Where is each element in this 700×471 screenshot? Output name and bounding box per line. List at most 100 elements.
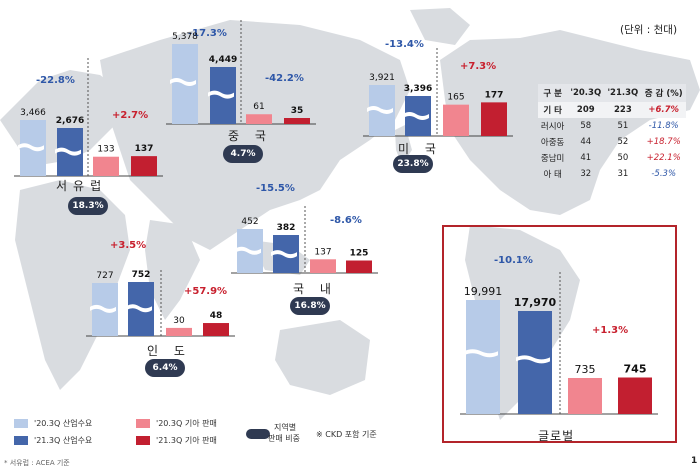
bar-kia	[93, 156, 119, 176]
bar-kia	[203, 323, 229, 336]
europe-kia-change: +2.7%	[112, 110, 149, 121]
legend-label-kia-2021: '21.3Q 기아 판매	[156, 436, 217, 445]
table-cell-change: +18.7%	[646, 137, 681, 147]
legend-share-marker	[246, 429, 270, 439]
data-label: 125	[350, 249, 369, 259]
table-cell-2021: 51	[617, 121, 629, 131]
table-cell-change: +22.1%	[646, 153, 681, 163]
data-label: 452	[241, 217, 258, 227]
data-label: 133	[97, 145, 114, 155]
page-number: 1	[691, 456, 698, 466]
legend-share-line1: 지역별	[274, 423, 297, 432]
table-cell-2021: 50	[617, 153, 629, 163]
data-label: 35	[291, 106, 304, 116]
india-share-badge: 6.4%	[145, 359, 185, 377]
data-label: 61	[253, 102, 264, 112]
us-demand-change: -13.4%	[385, 39, 424, 50]
table-cell-change: -5.3%	[651, 169, 677, 179]
data-label: 4,449	[209, 55, 237, 65]
bar-demand	[466, 300, 500, 414]
axis-break-mark	[90, 304, 116, 313]
bar-kia	[246, 114, 272, 124]
global-kia-change: +1.3%	[592, 325, 629, 336]
table-cell-2020: 209	[567, 102, 605, 118]
table-cell-2020: 32	[580, 169, 592, 179]
europe-demand-change: -22.8%	[36, 75, 75, 86]
table-header-category: 구 분	[538, 84, 568, 102]
table-row: 아 태 32 31 -5.3%	[538, 166, 686, 182]
table-row: 러시아 58 51 -11.8%	[538, 118, 686, 134]
data-label: 137	[314, 247, 331, 257]
axis-break-mark	[208, 90, 234, 99]
bar-kia	[568, 377, 602, 414]
data-label: 177	[485, 90, 504, 100]
table-cell-2020: 58	[580, 121, 592, 131]
data-label: 745	[624, 362, 647, 375]
us-region-name: 미 국	[398, 142, 442, 156]
data-label: 735	[575, 363, 596, 376]
korea-share-badge: 16.8%	[290, 297, 330, 315]
table-cell-2020: 44	[580, 137, 592, 147]
data-label: 17,970	[514, 296, 557, 309]
china-share-badge: 4.7%	[223, 145, 263, 163]
axis-break-mark	[55, 147, 81, 156]
table-header-2020: '20.3Q	[567, 84, 605, 102]
table-cell-region: 중남미	[540, 154, 565, 164]
axis-break-mark	[18, 143, 44, 152]
data-label: 165	[447, 93, 464, 103]
table-row: 중남미 41 50 +22.1%	[538, 150, 686, 166]
table-cell-2021: 223	[604, 102, 642, 118]
data-label: 5,378	[172, 32, 198, 42]
other-regions-table: 구 분 '20.3Q '21.3Q 증 감 (%) 기 타 209 223 +6…	[538, 84, 686, 182]
table-header-change: 증 감 (%)	[641, 84, 686, 102]
axis-break-mark	[367, 105, 393, 114]
table-cell-2021: 52	[617, 137, 629, 147]
table-cell-region: 아 태	[543, 170, 562, 180]
legend-swatch-demand-2021	[14, 436, 28, 445]
korea-region-name: 국 내	[293, 282, 337, 296]
bar-kia	[284, 118, 310, 124]
table-cell-change: -11.8%	[648, 121, 679, 131]
korea-kia-change: -8.6%	[330, 215, 362, 226]
table-cell-2020: 41	[580, 153, 592, 163]
data-label: 137	[135, 144, 154, 154]
legend-swatch-demand-2020	[14, 419, 28, 428]
bar-kia	[310, 259, 336, 273]
data-label: 2,676	[56, 116, 84, 126]
data-label: 752	[132, 270, 151, 280]
ckd-note: ※ CKD 포함 기준	[316, 430, 377, 439]
footnote: * 서유럽 : ACEA 기준	[4, 459, 70, 467]
data-label: 3,921	[369, 73, 395, 83]
europe-share-badge: 18.3%	[68, 197, 108, 215]
global-demand-change: -10.1%	[494, 255, 533, 266]
data-label: 48	[210, 311, 223, 321]
india-region-name: 인 도	[147, 344, 191, 358]
bar-kia	[131, 156, 157, 176]
data-label: 30	[173, 316, 185, 326]
data-label: 3,396	[404, 84, 432, 94]
axis-break-mark	[170, 78, 196, 86]
legend-label-kia-2020: '20.3Q 기아 판매	[156, 419, 217, 428]
india-demand-change: +3.5%	[110, 240, 147, 251]
bar-kia	[443, 104, 469, 136]
table-row: 기 타 209 223 +6.7%	[538, 102, 686, 118]
china-demand-change: -17.3%	[188, 28, 227, 39]
axis-break-mark	[516, 355, 550, 364]
india-kia-change: +57.9%	[184, 286, 228, 297]
table-header-2021: '21.3Q	[604, 84, 642, 102]
bar-kia	[166, 327, 192, 336]
axis-break-mark	[235, 246, 261, 255]
europe-region-name: 서유럽	[56, 179, 108, 193]
china-region-name: 중 국	[228, 129, 272, 143]
bar-kia	[618, 377, 652, 414]
legend-share-line2: 판매 비중	[268, 434, 300, 443]
axis-break-mark	[403, 112, 429, 120]
axis-break-mark	[464, 349, 498, 358]
legend-swatch-kia-2021	[136, 436, 150, 445]
data-label: 382	[277, 223, 296, 233]
legend-label-demand-2020: '20.3Q 산업수요	[34, 419, 93, 428]
axis-break-mark	[271, 250, 297, 259]
data-label: 727	[96, 271, 113, 281]
table-cell-change: +6.7%	[641, 102, 686, 118]
us-share-badge: 23.8%	[393, 155, 433, 173]
